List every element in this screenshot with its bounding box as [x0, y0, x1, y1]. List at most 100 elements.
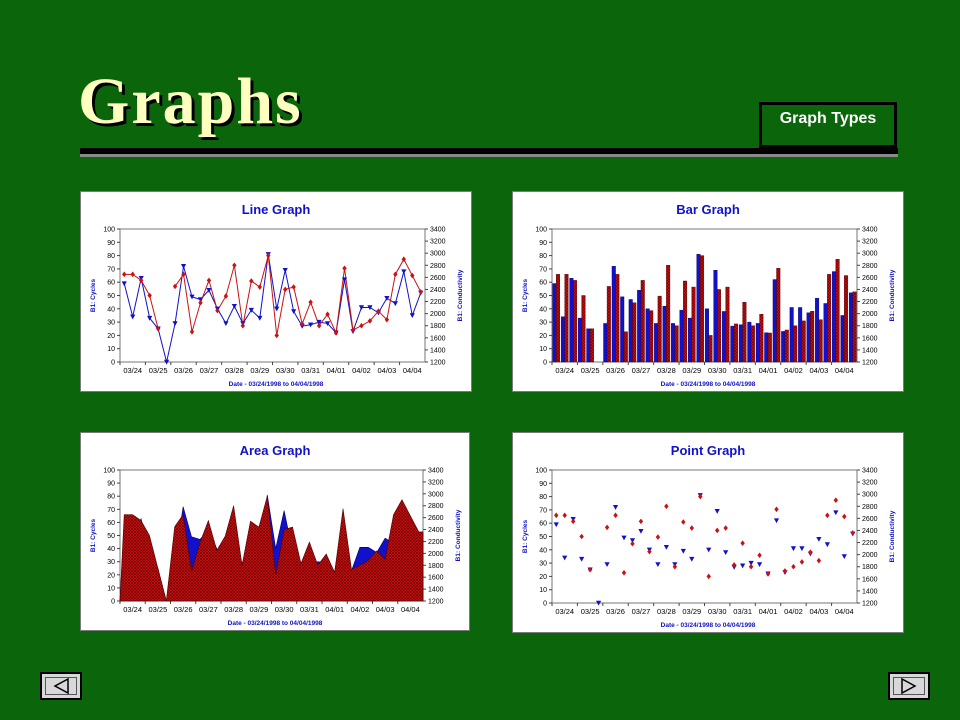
point-conductivity: [816, 557, 822, 564]
point-cycles: [595, 600, 602, 606]
x-tick-label: 03/26: [174, 366, 193, 375]
y-right-tick-label: 1200: [430, 360, 446, 367]
y-left-tick-label: 90: [107, 481, 115, 488]
x-tick-label: 03/27: [200, 366, 219, 375]
y-right-tick-label: 1600: [862, 335, 878, 342]
x-tick-label: 03/26: [606, 607, 625, 616]
y-left-tick-label: 10: [107, 346, 115, 353]
y-right-tick-label: 2600: [862, 516, 878, 523]
point-cycles: [409, 313, 415, 319]
bar-conductivity: [742, 301, 747, 363]
y-left-tick-label: 30: [539, 561, 547, 568]
y-left-axis-label: B1: Cycles: [90, 279, 97, 313]
bar-cycles: [704, 308, 709, 363]
y-left-tick-label: 50: [539, 293, 547, 300]
y-right-tick-label: 3000: [862, 492, 878, 499]
x-tick-label: 03/29: [682, 366, 701, 375]
x-tick-label: 04/03: [377, 366, 396, 375]
bar-cycles: [832, 271, 837, 363]
point-conductivity: [181, 271, 186, 278]
y-left-tick-label: 40: [107, 546, 115, 553]
y-left-tick-label: 70: [539, 266, 547, 273]
y-right-tick-label: 1400: [430, 347, 446, 354]
bar-conductivity: [700, 255, 705, 363]
y-left-tick-label: 20: [539, 333, 547, 340]
y-right-tick-label: 2600: [428, 515, 444, 522]
x-tick-label: 04/01: [759, 366, 778, 375]
y-left-tick-label: 80: [107, 494, 115, 501]
point-cycles: [689, 556, 695, 562]
y-right-tick-label: 2800: [862, 263, 878, 270]
point-cycles: [790, 546, 797, 552]
point-cycles: [223, 321, 229, 327]
triangle-left-icon: [53, 677, 69, 695]
bar-conductivity: [793, 325, 798, 363]
bar-conductivity: [810, 311, 815, 363]
area-graph: Area Graph 0 10 20 30 40 50 60 70 80 90 100 1200 1400…: [90, 443, 462, 627]
y-left-tick-label: 20: [107, 572, 115, 579]
triangle-right-icon: [901, 677, 917, 695]
y-right-axis-label: B1: Conductivity: [889, 269, 896, 321]
point-conductivity: [570, 518, 576, 525]
point-cycles: [206, 287, 212, 293]
y-left-tick-label: 10: [107, 585, 115, 592]
y-right-axis-label: B1: Conductivity: [455, 509, 462, 561]
title-rule-shadow: [80, 154, 898, 157]
bar-cycles: [721, 311, 726, 363]
chart-title: Line Graph: [242, 202, 311, 217]
x-tick-label: 03/26: [174, 605, 193, 614]
point-conductivity: [138, 277, 144, 284]
bar-conductivity: [572, 280, 577, 363]
y-right-tick-label: 2800: [428, 503, 444, 510]
bar-conductivity: [750, 325, 755, 363]
bar-conductivity: [852, 291, 857, 363]
point-cycles: [163, 359, 170, 365]
graph-types-button[interactable]: Graph Types: [759, 102, 897, 148]
chart-title: Bar Graph: [676, 202, 740, 217]
point-conductivity: [562, 512, 567, 519]
y-right-tick-label: 1200: [862, 601, 878, 608]
plot-area: [551, 228, 858, 363]
bar-conductivity: [801, 320, 806, 363]
bar-conductivity: [725, 286, 730, 363]
point-cycles: [841, 554, 847, 560]
bar-conductivity: [666, 265, 671, 363]
bar-cycles: [628, 299, 633, 363]
y-right-tick-label: 2400: [428, 527, 444, 534]
point-conductivity: [621, 569, 627, 576]
bar-cycles: [620, 296, 625, 363]
y-right-tick-label: 1200: [862, 360, 878, 367]
y-right-tick-label: 2000: [862, 552, 878, 559]
x-tick-label: 03/30: [276, 366, 295, 375]
next-slide-button[interactable]: [888, 672, 930, 700]
point-conductivity: [130, 271, 135, 278]
point-cycles: [282, 268, 288, 273]
y-right-tick-label: 1400: [862, 347, 878, 354]
bar-cycles: [840, 315, 845, 363]
x-tick-label: 03/29: [250, 366, 269, 375]
point-cycles: [562, 555, 568, 561]
y-left-tick-label: 40: [539, 547, 547, 554]
x-tick-label: 03/24: [555, 366, 574, 375]
point-conductivity: [299, 321, 305, 327]
point-conductivity: [359, 322, 364, 329]
bar-conductivity: [564, 274, 569, 363]
point-cycles: [799, 546, 805, 552]
bar-conductivity: [649, 310, 654, 363]
bar-cycles: [781, 331, 786, 363]
y-right-tick-label: 1400: [862, 588, 878, 595]
x-axis-label: Date - 03/24/1998 to 04/04/1998: [661, 381, 756, 388]
y-right-tick-label: 3200: [862, 480, 878, 487]
x-tick-label: 04/01: [327, 366, 346, 375]
y-right-tick-label: 2400: [862, 528, 878, 535]
line-cycles: [123, 254, 422, 363]
y-left-tick-label: 90: [107, 240, 115, 247]
previous-slide-button[interactable]: [40, 672, 82, 700]
point-conductivity: [249, 278, 254, 284]
point-conductivity: [664, 503, 669, 510]
point-cycles: [833, 510, 839, 516]
y-right-tick-label: 1600: [862, 576, 878, 583]
y-right-tick-label: 3400: [430, 227, 446, 234]
y-left-axis-label: B1: Cycles: [522, 279, 529, 313]
point-cycles: [553, 522, 559, 528]
